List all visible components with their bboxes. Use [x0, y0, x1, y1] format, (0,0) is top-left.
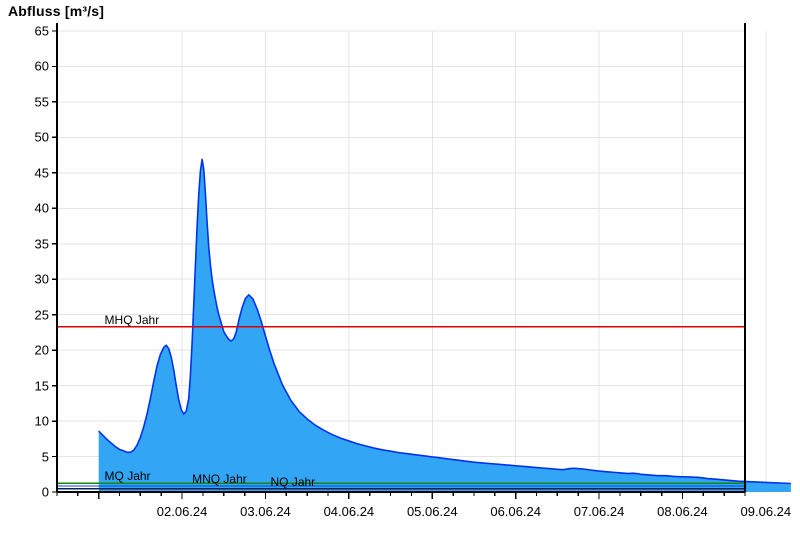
x-axis-tick-label: 02.06.24	[156, 504, 208, 519]
y-axis-tick-label: 30	[34, 271, 49, 287]
y-axis-tick-label: 15	[34, 378, 49, 394]
y-axis-tick-label: 65	[34, 23, 49, 39]
y-axis-tick-label: 55	[34, 94, 49, 110]
y-axis-tick-label: 35	[34, 236, 49, 252]
x-axis-tick-label: 09.06.24	[740, 504, 792, 519]
y-axis-tick-label: 45	[34, 165, 49, 181]
axis-lines	[56, 23, 746, 493]
chart-title: Abfluss [m³/s]	[8, 3, 105, 19]
y-axis-tick-label: 60	[34, 58, 49, 74]
threshold-label-mq-jahr: MQ Jahr	[104, 469, 151, 484]
x-axis-tick-label: 06.06.24	[490, 504, 541, 519]
axis-ticks	[52, 30, 746, 499]
x-axis-tick-label: 08.06.24	[657, 504, 708, 519]
threshold-label-mnq-jahr: MNQ Jahr	[192, 471, 247, 486]
y-axis-tick-label: 0	[41, 484, 49, 500]
y-axis-tick-label: 40	[34, 200, 49, 216]
x-axis-tick-label: 07.06.24	[573, 504, 625, 519]
x-axis-tick-label: 05.06.24	[406, 504, 458, 519]
x-axis-tick-label: 03.06.24	[240, 504, 291, 519]
threshold-label-mhq-jahr: MHQ Jahr	[104, 312, 160, 327]
x-axis-tick-label: 04.06.24	[323, 504, 375, 519]
y-axis-tick-label: 20	[34, 342, 49, 358]
discharge-area-series	[98, 158, 791, 492]
y-axis-tick-label: 10	[34, 413, 49, 429]
y-axis-tick-label: 5	[41, 449, 49, 465]
threshold-lines	[57, 326, 745, 490]
threshold-label-nq-jahr: NQ Jahr	[270, 474, 316, 489]
y-axis-tick-label: 50	[34, 129, 49, 145]
y-axis-tick-label: 25	[34, 307, 49, 323]
